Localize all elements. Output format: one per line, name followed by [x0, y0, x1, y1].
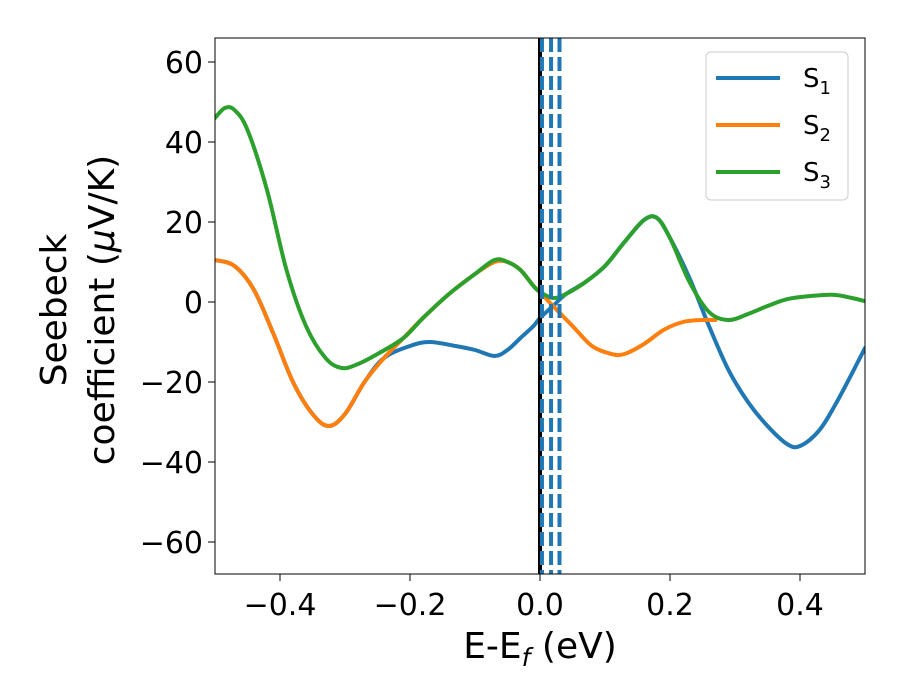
y-axis-title-line2-post: V/K)	[82, 155, 123, 229]
x-axis-title-main: E-E	[463, 626, 521, 667]
legend-label-s3: S3	[803, 158, 831, 193]
y-axis-ticks: −60 −40 −20 0 20 40 60	[140, 46, 215, 561]
y-axis-title-line2-pre: coefficient (	[82, 252, 123, 465]
y-tick-label: 40	[165, 126, 203, 161]
x-axis-ticks: −0.4 −0.2 0.0 0.2 0.4	[244, 574, 824, 623]
y-tick-label: 20	[165, 206, 203, 241]
y-tick-label: 60	[165, 46, 203, 81]
y-tick-label: −60	[140, 526, 203, 561]
x-tick-label: −0.4	[244, 588, 317, 623]
y-axis-title-mu: μ	[82, 229, 123, 253]
y-tick-label: −40	[140, 446, 203, 481]
x-tick-label: −0.2	[374, 588, 447, 623]
y-axis-title-line1: Seebeck	[34, 233, 75, 386]
x-axis-title-tail: (eV)	[530, 626, 616, 667]
y-tick-label: 0	[184, 286, 203, 321]
legend-items: S1 S2 S3	[716, 64, 831, 193]
x-tick-label: 0.0	[516, 588, 564, 623]
y-axis-title: Seebeck coefficient (μV/K)	[34, 155, 123, 465]
vertical-lines-overlay	[538, 38, 562, 574]
x-tick-label: 0.2	[646, 588, 694, 623]
y-axis-title-line2: coefficient (μV/K)	[82, 155, 123, 465]
legend: S1 S2 S3	[705, 51, 849, 201]
x-tick-label: 0.4	[776, 588, 824, 623]
legend-label-s2: S2	[803, 111, 831, 146]
series-line-s3	[215, 105, 865, 371]
y-tick-label: −20	[140, 366, 203, 401]
x-axis-title: E-Ef (eV)	[463, 626, 617, 672]
legend-label-s1: S1	[803, 64, 831, 99]
